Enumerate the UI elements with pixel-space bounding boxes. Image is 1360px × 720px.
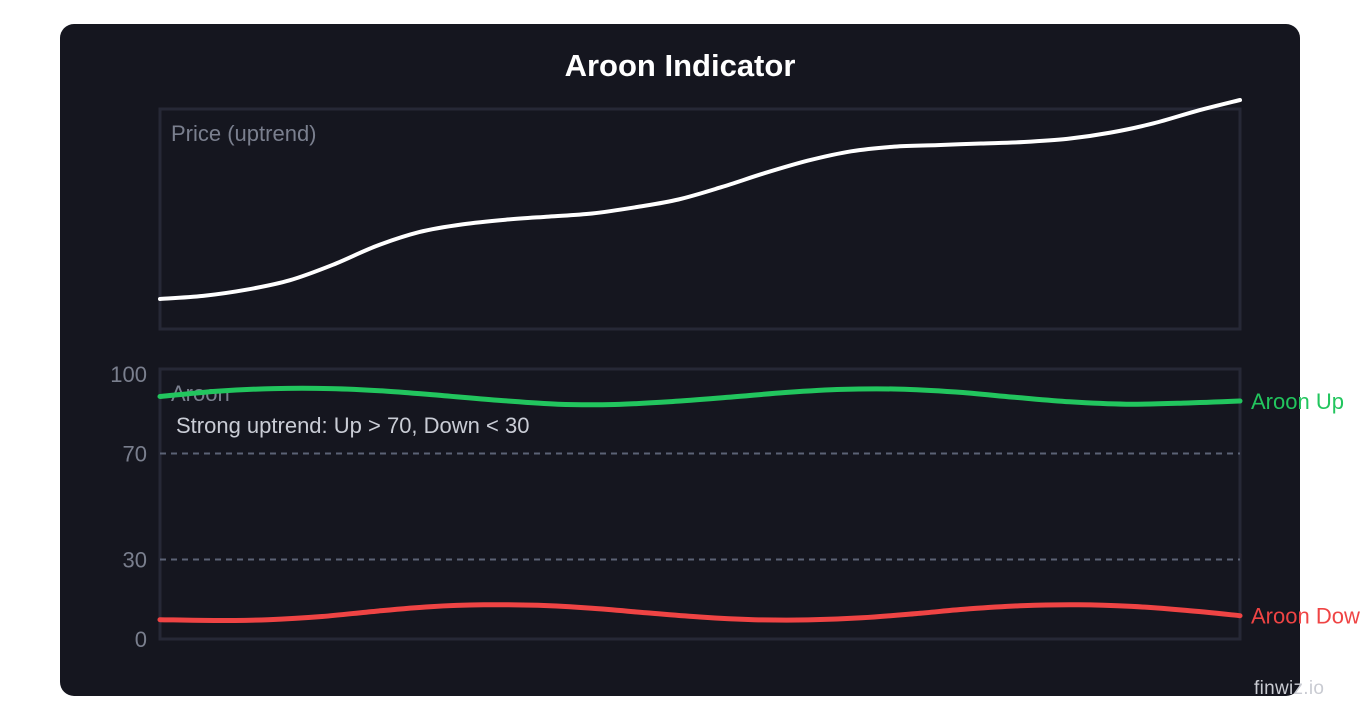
threshold-lines (160, 452, 1240, 561)
aroon-down-label: Aroon Down (1251, 604, 1360, 629)
y-tick-label-30: 30 (123, 548, 147, 573)
price-panel (158, 107, 1242, 331)
price-line (158, 98, 1242, 301)
aroon-series-layer (157, 385, 1243, 623)
aroon-up-line (157, 385, 1243, 408)
aroon-series-labels: Aroon Up Aroon Down (1251, 389, 1360, 629)
y-tick-label-0: 0 (135, 627, 147, 652)
aroon-y-axis: 100 70 30 0 (110, 362, 147, 652)
y-tick-label-100: 100 (110, 362, 147, 387)
aroon-up-label: Aroon Up (1251, 389, 1344, 414)
aroon-down-line (157, 602, 1243, 623)
strong-uptrend-annotation: Strong uptrend: Up > 70, Down < 30 (176, 413, 529, 438)
chart-title: Aroon Indicator (565, 48, 796, 83)
y-tick-label-70: 70 (123, 442, 147, 467)
watermark: finwiz.io (1254, 678, 1325, 699)
price-series-layer (158, 98, 1242, 301)
aroon-panel (158, 367, 1242, 641)
price-panel-label: Price (uptrend) (171, 121, 317, 146)
